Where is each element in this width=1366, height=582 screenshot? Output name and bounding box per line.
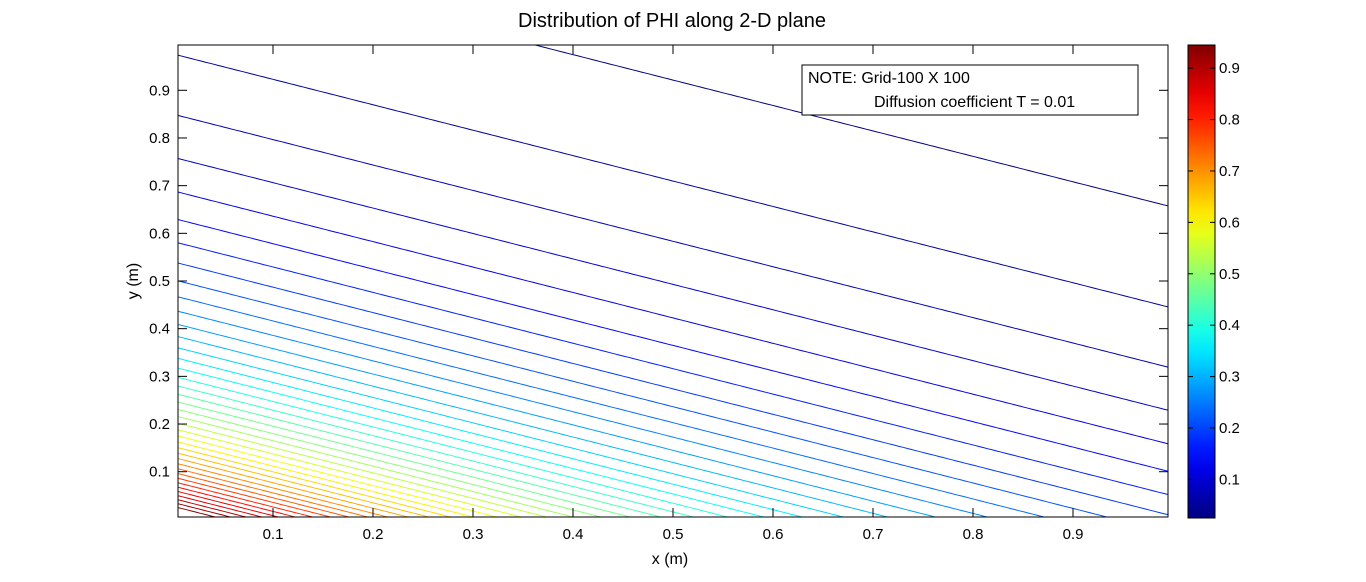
colorbar-ticks — [1188, 67, 1215, 480]
contour-line — [178, 486, 298, 517]
contour-line — [178, 473, 351, 517]
colorbar-tick-label: 0.2 — [1219, 420, 1240, 437]
colorbar-tick-labels: 0.1 0.2 0.3 0.4 0.5 0.6 0.7 0.8 0.9 — [1219, 60, 1240, 488]
x-tick-label: 0.5 — [663, 526, 684, 543]
contour-line — [178, 219, 1168, 472]
contour-line — [178, 376, 730, 517]
plot-frame — [177, 44, 1169, 518]
colorbar: 0.1 0.2 0.3 0.4 0.5 0.6 0.7 0.8 0.9 — [1187, 44, 1240, 519]
contour-line — [178, 441, 476, 517]
contour-line — [178, 385, 696, 517]
colorbar-tick-label: 0.7 — [1219, 163, 1240, 180]
contour-line — [178, 422, 549, 517]
y-tick-label: 0.7 — [149, 178, 170, 195]
chart-title: Distribution of PHI along 2-D plane — [518, 10, 826, 32]
contour-line — [178, 435, 499, 517]
note-line-1: NOTE: Grid-100 X 100 — [808, 70, 970, 87]
contour-line — [178, 347, 846, 517]
contour-line — [178, 452, 431, 517]
contour-line — [178, 296, 1047, 517]
plot-ticks — [178, 45, 1168, 517]
contour-line — [178, 495, 264, 517]
contour-line — [178, 367, 766, 517]
plot-area: 0.1 0.2 0.3 0.4 0.5 0.6 0.7 0.8 0.9 0.1 0.2 0.3 0.4… — [149, 44, 1169, 543]
y-tick-label: 0.2 — [149, 416, 170, 433]
x-tick-labels: 0.1 0.2 0.3 0.4 0.5 0.6 0.7 0.8 0.9 — [263, 526, 1084, 543]
y-tick-label: 0.9 — [149, 82, 170, 99]
colorbar-tick-label: 0.6 — [1219, 214, 1240, 231]
colorbar-frame — [1187, 44, 1216, 519]
y-tick-label: 0.8 — [149, 130, 170, 147]
colorbar-tick-label: 0.4 — [1219, 317, 1240, 334]
note-box — [801, 64, 1139, 116]
x-tick-label: 0.7 — [863, 526, 884, 543]
y-tick-label: 0.5 — [149, 273, 170, 290]
contour-line — [178, 447, 453, 517]
x-tick-label: 0.9 — [1063, 526, 1084, 543]
contour-line — [178, 409, 603, 517]
contour-line — [178, 477, 333, 517]
colorbar-tick-label: 0.3 — [1219, 369, 1240, 386]
y-tick-label: 0.6 — [149, 225, 170, 242]
contour-line — [178, 468, 370, 517]
y-tick-label: 0.1 — [149, 464, 170, 481]
contour-line — [178, 242, 1168, 495]
x-tick-label: 0.4 — [563, 526, 584, 543]
colorbar-gradient — [1188, 45, 1215, 518]
contour-line — [178, 262, 1168, 516]
contour-line — [178, 491, 281, 517]
colorbar-tick-label: 0.1 — [1219, 471, 1240, 488]
contour-line — [178, 393, 663, 517]
colorbar-tick-label: 0.8 — [1219, 112, 1240, 129]
y-tick-labels: 0.1 0.2 0.3 0.4 0.5 0.6 0.7 0.8 0.9 — [149, 82, 170, 480]
contour-line — [178, 401, 633, 517]
x-tick-label: 0.3 — [463, 526, 484, 543]
colorbar-tick-label: 0.5 — [1219, 266, 1240, 283]
x-tick-label: 0.1 — [263, 526, 284, 543]
contour-line — [178, 482, 315, 517]
contour-line — [178, 336, 890, 517]
plot-background — [178, 45, 1168, 517]
contour-line — [533, 45, 1168, 207]
note-line-2: Diffusion coefficient T = 0.01 — [874, 94, 1075, 111]
contour-line — [178, 54, 1168, 308]
colorbar-tick-label: 0.9 — [1219, 60, 1240, 77]
contour-line — [178, 503, 233, 517]
y-tick-label: 0.3 — [149, 368, 170, 385]
contour-line — [178, 324, 938, 517]
contour-line — [178, 458, 410, 517]
contour-line — [178, 280, 1109, 517]
y-tick-label: 0.4 — [149, 321, 170, 338]
contour-line — [178, 463, 390, 517]
y-axis-label: y (m) — [125, 263, 142, 299]
contour-line — [178, 429, 523, 517]
note-annotation: NOTE: Grid-100 X 100 Diffusion coefficie… — [801, 64, 1139, 116]
contour-line — [178, 310, 990, 517]
x-tick-label: 0.6 — [763, 526, 784, 543]
x-tick-label: 0.2 — [363, 526, 384, 543]
contour-line — [178, 499, 248, 517]
contour-lines — [178, 45, 1168, 517]
x-tick-label: 0.8 — [963, 526, 984, 543]
contour-line — [178, 114, 1168, 368]
contour-line — [178, 191, 1168, 445]
contour-line — [178, 357, 804, 517]
x-axis-label: x (m) — [652, 551, 688, 568]
contour-line — [178, 158, 1168, 411]
contour-line — [178, 416, 576, 517]
